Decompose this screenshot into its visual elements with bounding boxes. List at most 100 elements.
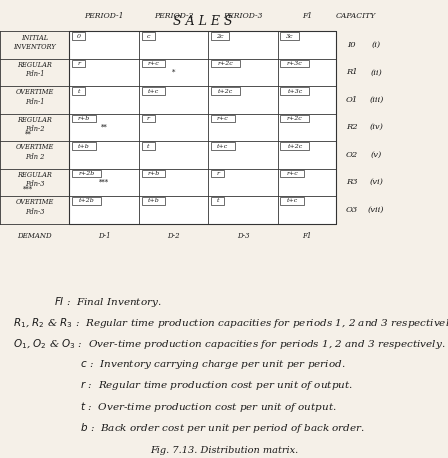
Text: REGULAR
Pdn-2: REGULAR Pdn-2 bbox=[17, 116, 52, 133]
Text: 3c: 3c bbox=[286, 33, 293, 38]
Text: F1: F1 bbox=[302, 232, 311, 240]
Bar bbox=[72, 87, 86, 95]
Text: R2: R2 bbox=[346, 123, 358, 131]
Text: r+2c: r+2c bbox=[287, 116, 303, 121]
Bar bbox=[280, 32, 299, 40]
Bar bbox=[142, 142, 155, 150]
Bar bbox=[142, 60, 165, 67]
Bar bbox=[280, 114, 309, 122]
Bar bbox=[72, 197, 101, 205]
Text: REGULAR
Pdn-3: REGULAR Pdn-3 bbox=[17, 171, 52, 188]
Text: (v): (v) bbox=[370, 151, 382, 159]
Text: D-3: D-3 bbox=[237, 232, 250, 240]
Text: r+3c: r+3c bbox=[287, 61, 303, 66]
Text: ***: *** bbox=[99, 178, 109, 186]
Bar bbox=[72, 60, 86, 67]
Bar bbox=[69, 31, 336, 224]
Text: 2c: 2c bbox=[216, 33, 224, 38]
Text: (vii): (vii) bbox=[368, 206, 384, 214]
Text: $b$ :  Back order cost per unit per period of back order.: $b$ : Back order cost per unit per perio… bbox=[54, 421, 365, 436]
Text: r+2c: r+2c bbox=[217, 61, 233, 66]
Text: (i): (i) bbox=[372, 41, 381, 49]
Text: PERIOD-3: PERIOD-3 bbox=[223, 12, 263, 20]
Bar bbox=[211, 32, 229, 40]
Text: r: r bbox=[146, 116, 150, 121]
Text: PERIOD-1: PERIOD-1 bbox=[84, 12, 124, 20]
Bar bbox=[211, 60, 240, 67]
Text: t+2b: t+2b bbox=[78, 198, 95, 203]
Text: (iii): (iii) bbox=[369, 96, 383, 104]
Text: r+2b: r+2b bbox=[78, 171, 95, 176]
Text: r+b: r+b bbox=[147, 171, 159, 176]
Text: t: t bbox=[216, 198, 219, 203]
Text: t+c: t+c bbox=[148, 88, 159, 93]
Text: t+2c: t+2c bbox=[287, 143, 302, 148]
Text: r+b: r+b bbox=[78, 116, 90, 121]
Bar bbox=[211, 142, 235, 150]
Bar bbox=[211, 114, 235, 122]
Text: OVERTIME
Pdn-3: OVERTIME Pdn-3 bbox=[16, 198, 54, 216]
Text: t+b: t+b bbox=[147, 198, 159, 203]
Text: (vi): (vi) bbox=[370, 178, 383, 186]
Bar bbox=[142, 169, 165, 177]
Text: O1: O1 bbox=[345, 96, 358, 104]
Text: $t$ :  Over-time production cost per unit of output.: $t$ : Over-time production cost per unit… bbox=[54, 400, 336, 414]
Text: OVERTIME
Pdn-1: OVERTIME Pdn-1 bbox=[16, 88, 54, 106]
Text: t+c: t+c bbox=[287, 198, 298, 203]
Text: F1: F1 bbox=[302, 12, 312, 20]
Text: INITIAL
INVENTORY: INITIAL INVENTORY bbox=[13, 33, 56, 51]
Text: 0: 0 bbox=[77, 33, 81, 38]
Text: I0: I0 bbox=[347, 41, 356, 49]
Text: r: r bbox=[216, 171, 219, 176]
Text: DEMAND: DEMAND bbox=[17, 232, 52, 240]
Text: O2: O2 bbox=[345, 151, 358, 159]
Text: r: r bbox=[77, 61, 80, 66]
Text: t+c: t+c bbox=[217, 143, 228, 148]
Text: $FI$ :  Final Inventory.: $FI$ : Final Inventory. bbox=[54, 295, 161, 309]
Bar bbox=[72, 169, 101, 177]
Bar bbox=[72, 32, 86, 40]
Text: r+c: r+c bbox=[217, 116, 228, 121]
Text: R1: R1 bbox=[346, 68, 358, 76]
Text: $c$ :  Inventory carrying charge per unit per period.: $c$ : Inventory carrying charge per unit… bbox=[54, 358, 345, 371]
Text: D-2: D-2 bbox=[167, 232, 180, 240]
Bar bbox=[280, 169, 304, 177]
Bar bbox=[211, 169, 224, 177]
Text: REGULAR
Pdn-1: REGULAR Pdn-1 bbox=[17, 61, 52, 78]
Text: OVERTIME
Pdn 2: OVERTIME Pdn 2 bbox=[16, 143, 54, 161]
Bar bbox=[142, 87, 165, 95]
Text: CAPACITY: CAPACITY bbox=[336, 12, 376, 20]
Text: t+3c: t+3c bbox=[287, 88, 302, 93]
Bar bbox=[72, 114, 96, 122]
Bar bbox=[142, 197, 165, 205]
Text: t+b: t+b bbox=[78, 143, 90, 148]
Bar bbox=[280, 87, 309, 95]
Bar bbox=[280, 197, 304, 205]
Text: $R_1$, $R_2$ & $R_3$ :  Regular time production capacities for periods 1, 2 and : $R_1$, $R_2$ & $R_3$ : Regular time prod… bbox=[13, 316, 448, 330]
Text: R3: R3 bbox=[346, 178, 358, 186]
Text: ***: *** bbox=[23, 186, 33, 194]
Text: (ii): (ii) bbox=[370, 68, 382, 76]
Text: t+2c: t+2c bbox=[218, 88, 233, 93]
Text: **: ** bbox=[101, 123, 108, 131]
Text: r+c: r+c bbox=[147, 61, 159, 66]
Text: PERIOD-2: PERIOD-2 bbox=[154, 12, 194, 20]
Text: t: t bbox=[78, 88, 80, 93]
Text: *: * bbox=[172, 68, 175, 76]
Bar bbox=[211, 87, 240, 95]
Text: O3: O3 bbox=[345, 206, 358, 214]
Text: D-1: D-1 bbox=[98, 232, 111, 240]
Bar bbox=[280, 142, 309, 150]
Bar bbox=[142, 32, 155, 40]
Text: (iv): (iv) bbox=[370, 123, 383, 131]
Text: $r$ :  Regular time production cost per unit of output.: $r$ : Regular time production cost per u… bbox=[54, 379, 353, 392]
Text: Fig. 7.13. Distribution matrix.: Fig. 7.13. Distribution matrix. bbox=[150, 446, 298, 455]
Text: S A L E S: S A L E S bbox=[173, 15, 233, 28]
Bar bbox=[280, 60, 309, 67]
Text: t: t bbox=[147, 143, 150, 148]
Text: $O_1$, $O_2$ & $O_3$ :  Over-time production capacities for periods 1, 2 and 3 r: $O_1$, $O_2$ & $O_3$ : Over-time product… bbox=[13, 337, 446, 351]
Bar bbox=[142, 114, 155, 122]
Bar bbox=[211, 197, 224, 205]
Text: **: ** bbox=[25, 131, 31, 139]
Text: c: c bbox=[146, 33, 150, 38]
